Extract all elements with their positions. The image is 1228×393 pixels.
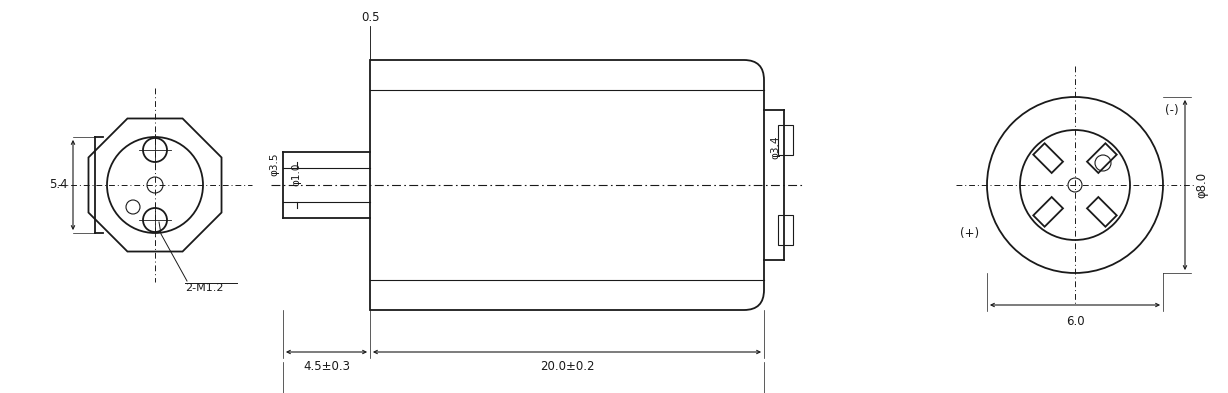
Text: 6.0: 6.0 [1066,315,1084,328]
Text: φ1.0: φ1.0 [291,163,301,186]
Text: 0.5: 0.5 [361,11,379,24]
Text: 20.0±0.2: 20.0±0.2 [540,360,594,373]
Text: 5.4: 5.4 [49,178,68,191]
Text: 2-M1.2: 2-M1.2 [185,283,223,293]
Text: φ3.5: φ3.5 [269,153,279,176]
Text: (+): (+) [960,227,979,240]
Bar [779,215,793,245]
Text: 4.5±0.3: 4.5±0.3 [303,360,350,373]
Bar [779,125,793,155]
Text: (-): (-) [1165,104,1179,117]
Text: φ3.4: φ3.4 [770,136,780,159]
Text: φ8.0: φ8.0 [1195,172,1208,198]
